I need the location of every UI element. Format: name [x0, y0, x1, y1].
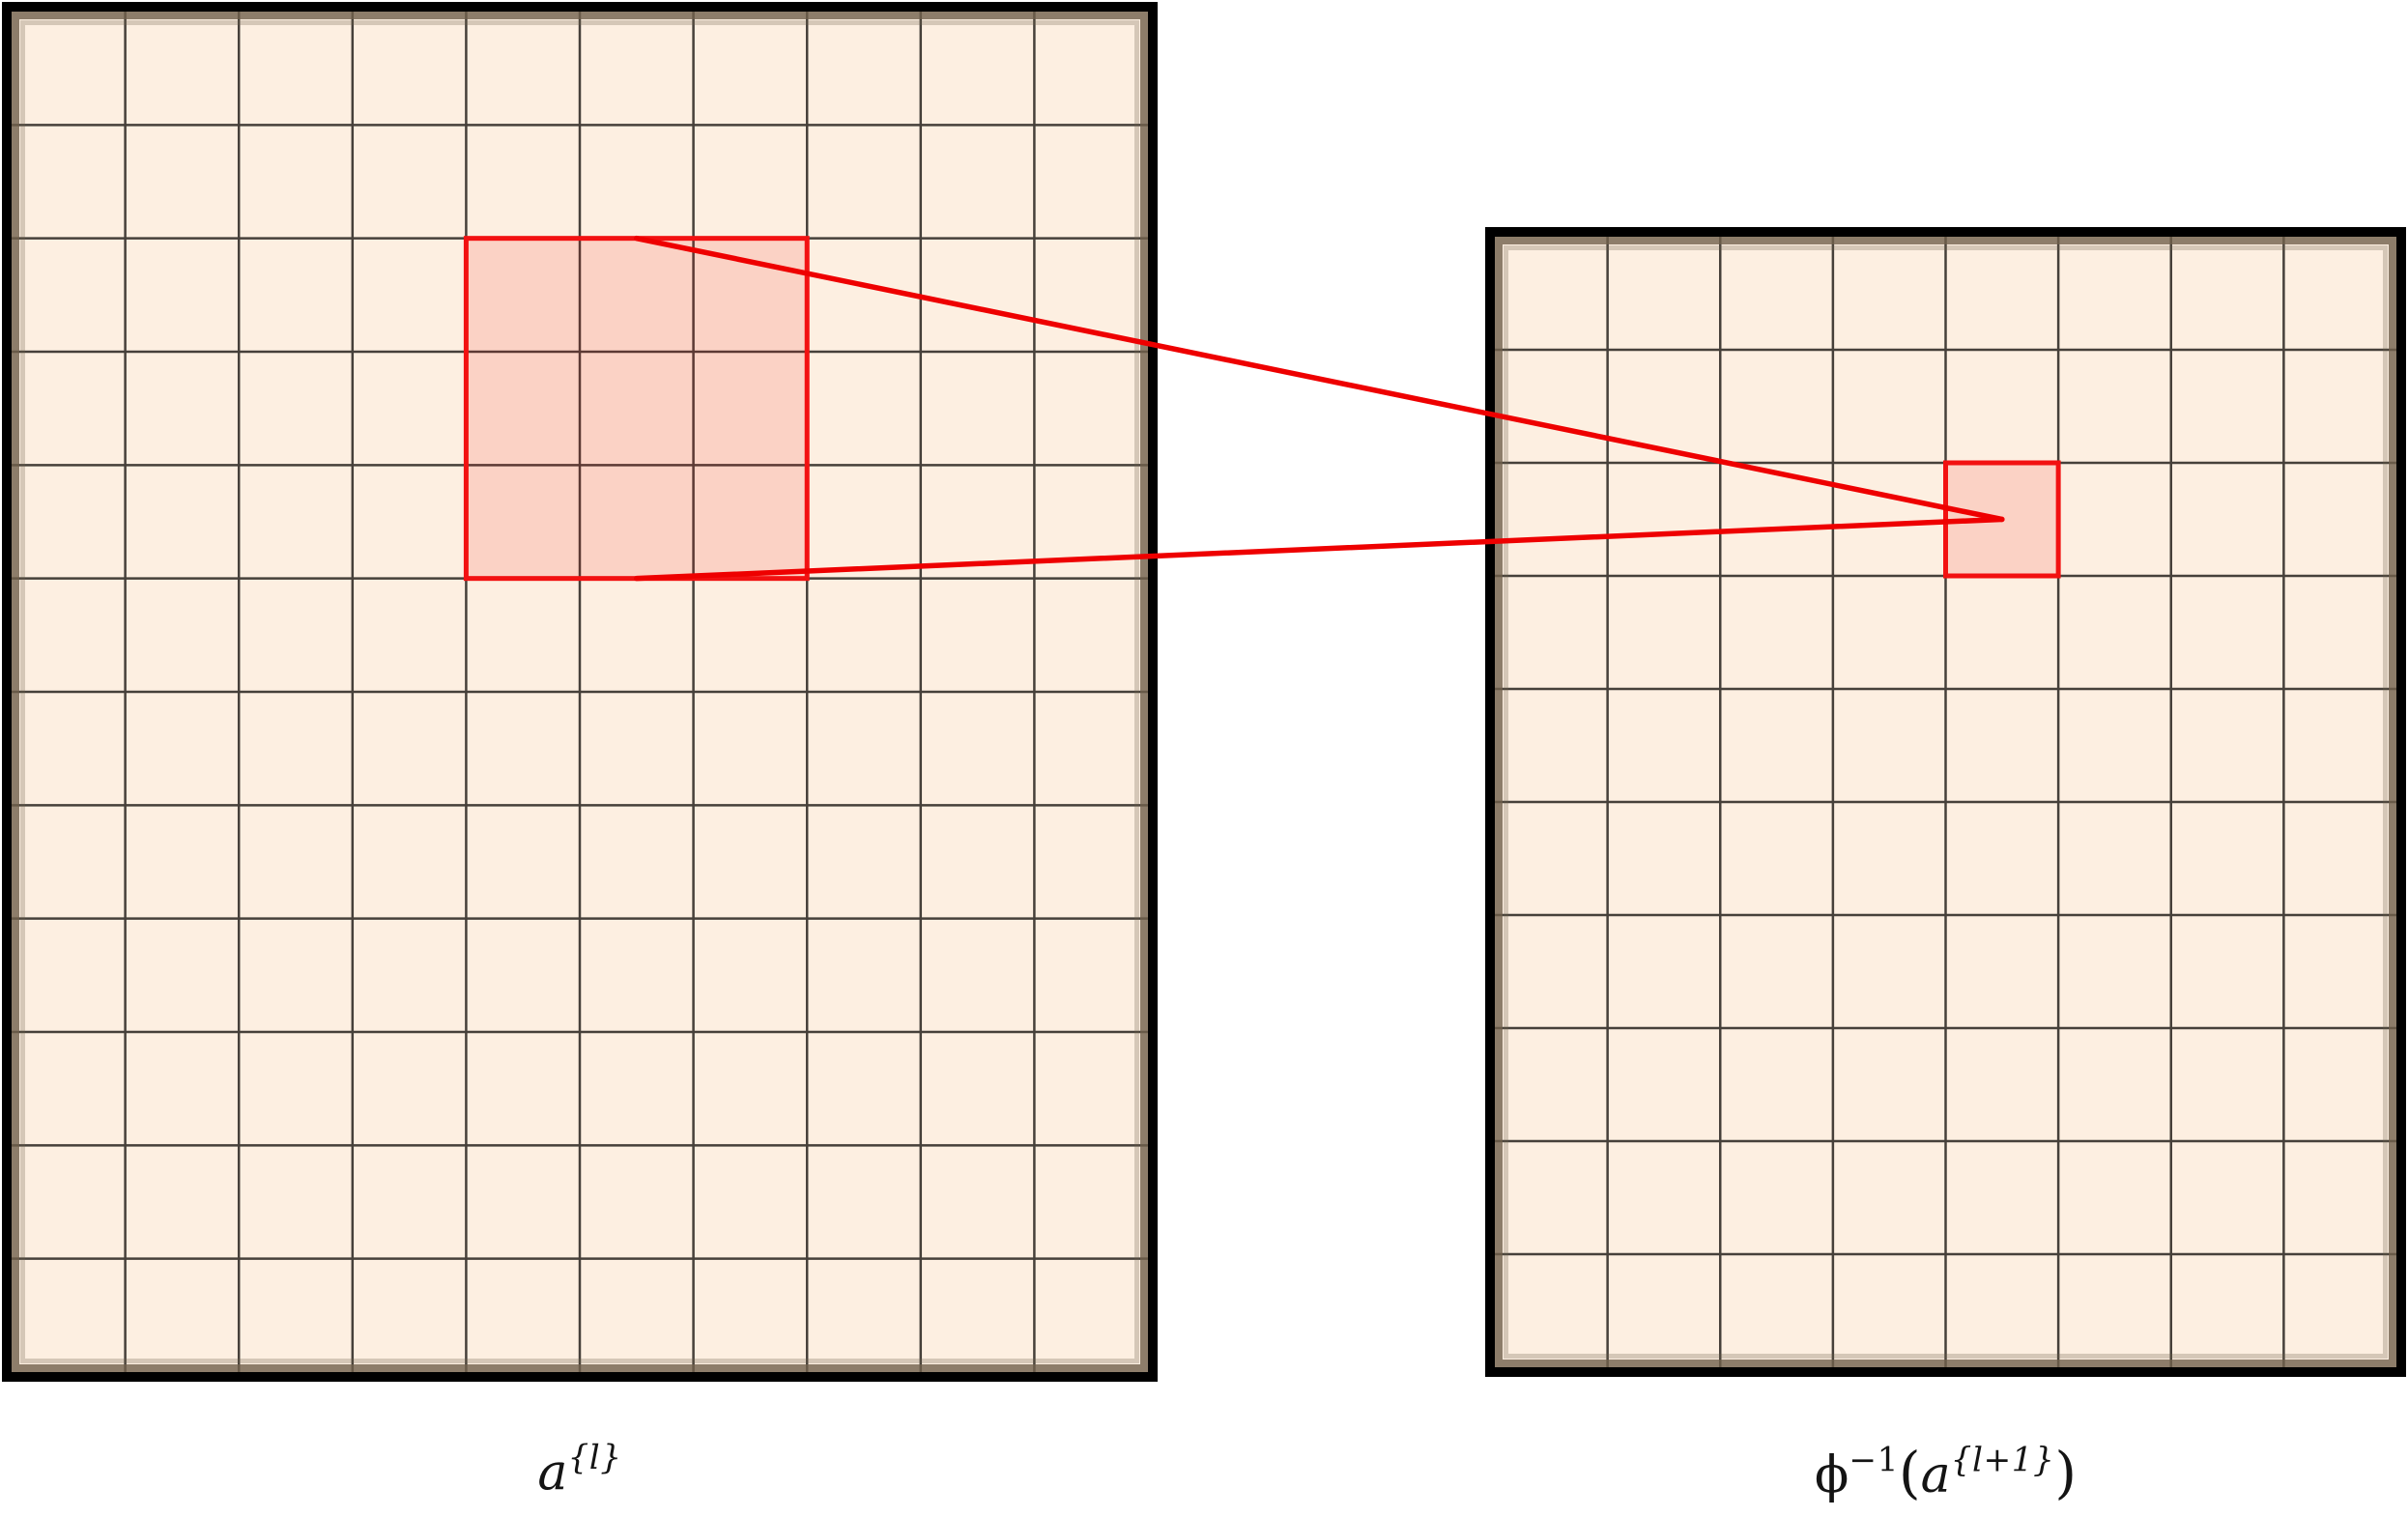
label-right-superscript: {l+1}	[1950, 1441, 2055, 1480]
right-grid	[1485, 227, 2406, 1377]
frame-inner-shadow-soft	[1504, 245, 2388, 1359]
label-right-base: a	[1920, 1446, 1951, 1504]
label-left-base: a	[537, 1444, 568, 1503]
mapping-lines	[634, 235, 2005, 582]
mapping-line-upper	[634, 235, 2005, 523]
frame-inner-shadow	[12, 12, 1148, 1372]
left-grid	[2, 2, 1158, 1382]
mapping-line-lower	[634, 516, 2005, 582]
label-phi: ϕ	[1814, 1446, 1849, 1504]
label-left-superscript: {l}	[567, 1439, 622, 1477]
left-grid-label: a{l}	[537, 1438, 621, 1504]
label-phi-exponent: −1	[1849, 1441, 1899, 1480]
label-close-paren-icon: )	[2054, 1440, 2078, 1505]
frame-inner-shadow-soft	[20, 20, 1139, 1363]
highlight-fill	[466, 238, 808, 579]
label-open-paren-icon: (	[1898, 1440, 1921, 1505]
frame-inner-shadow	[1495, 237, 2396, 1367]
right-grid-label: ϕ−1(a{l+1})	[1815, 1438, 2077, 1508]
